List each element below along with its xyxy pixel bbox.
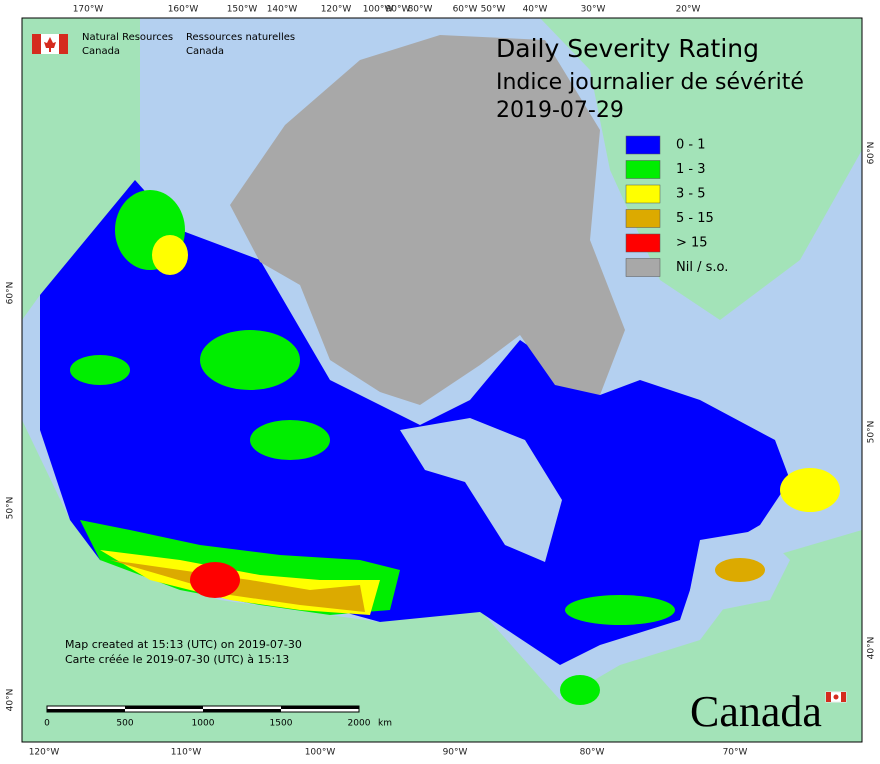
scale-bar — [46, 705, 360, 713]
footer-text: Carte créée le 2019-07-30 (UTC) à 15:13 — [65, 653, 289, 666]
scale-label: 0 — [44, 719, 50, 729]
patch — [152, 235, 188, 275]
legend-label: 1 - 3 — [676, 162, 706, 177]
agency-text: Canada — [186, 46, 224, 57]
axis-label: 90°W — [443, 748, 468, 758]
patch — [190, 562, 240, 598]
axis-label: 50°W — [481, 5, 506, 15]
patch — [200, 330, 300, 390]
legend-swatch — [625, 160, 661, 179]
patch — [70, 355, 130, 385]
legend-label: Nil / s.o. — [676, 260, 728, 275]
axis-label: 160°W — [168, 5, 199, 15]
legend-label: 3 - 5 — [676, 187, 706, 202]
severity-patches — [70, 190, 840, 705]
legend-swatch — [625, 184, 661, 204]
patch — [780, 468, 840, 512]
scale-bar-segment — [47, 709, 125, 712]
axis-label: 20°W — [676, 5, 701, 15]
greenland — [540, 18, 862, 320]
flag-bar — [841, 692, 846, 702]
patch — [250, 420, 330, 460]
scale-bar-segment — [281, 706, 359, 709]
legend-swatch — [625, 135, 661, 155]
axis-label: 40°N — [867, 637, 877, 660]
axis-label: 90°W — [386, 5, 411, 15]
axis-label: 60°W — [453, 5, 478, 15]
flag-bar — [59, 34, 68, 54]
hudson-bay — [400, 418, 562, 562]
axis-label: 40°W — [523, 5, 548, 15]
axis-label: 140°W — [267, 5, 298, 15]
usa-land — [22, 420, 862, 742]
axis-label: 70°W — [723, 748, 748, 758]
axis-label: 40°N — [6, 689, 16, 712]
scale-bar-segment — [125, 706, 203, 709]
map-frame — [21, 17, 863, 743]
flag-bar — [826, 692, 831, 702]
scale-label: 1000 — [192, 719, 215, 729]
axis-label: 80°W — [580, 748, 605, 758]
axis-label: 30°W — [581, 5, 606, 15]
axis-label: 170°W — [73, 5, 104, 15]
scale-label: 1500 — [270, 719, 293, 729]
axis-label: 50°N — [6, 497, 16, 520]
maple-leaf — [833, 694, 839, 700]
patch — [560, 675, 600, 705]
alaska-land — [22, 18, 140, 320]
wordmark: Canada — [690, 687, 822, 736]
axis-label: 100°W — [305, 748, 336, 758]
legend-swatch — [625, 258, 661, 277]
axis-label: 60°N — [6, 282, 16, 305]
title: Daily Severity Rating — [496, 34, 759, 63]
axis-label: 120°W — [321, 5, 352, 15]
agency-text: Ressources naturelles — [186, 32, 295, 43]
arctic-islands — [230, 35, 625, 405]
axis-label: 60°N — [867, 142, 877, 165]
title: 2019-07-29 — [496, 98, 624, 123]
axis-label: 80°W — [408, 5, 433, 15]
title: Indice journalier de sévérité — [496, 70, 804, 95]
agency-text: Natural Resources — [82, 32, 173, 43]
flag-bar — [32, 34, 41, 54]
scale-label: 500 — [116, 719, 133, 729]
axis-label: 110°W — [171, 748, 202, 758]
legend-label: 5 - 15 — [676, 211, 714, 226]
agency-text: Canada — [82, 46, 120, 57]
patch — [565, 595, 675, 625]
wordmark-flag — [825, 691, 847, 703]
footer-text: Map created at 15:13 (UTC) on 2019-07-30 — [65, 638, 302, 651]
patch — [715, 558, 765, 582]
maple-leaf — [44, 37, 56, 52]
flag-logo — [32, 34, 68, 54]
axis-label: 150°W — [227, 5, 258, 15]
scale-bar-segment — [203, 709, 281, 712]
axis-label: 100°W — [363, 5, 394, 15]
scale-unit: km — [378, 719, 392, 729]
axis-label: 120°W — [29, 748, 60, 758]
scale-label: 2000 — [348, 719, 371, 729]
legend-swatch — [625, 233, 661, 253]
axis-label: 50°N — [867, 421, 877, 444]
legend-label: > 15 — [676, 236, 708, 251]
legend-label: 0 - 1 — [676, 138, 706, 153]
legend-swatch — [625, 209, 661, 228]
canada-mainland — [40, 180, 790, 665]
